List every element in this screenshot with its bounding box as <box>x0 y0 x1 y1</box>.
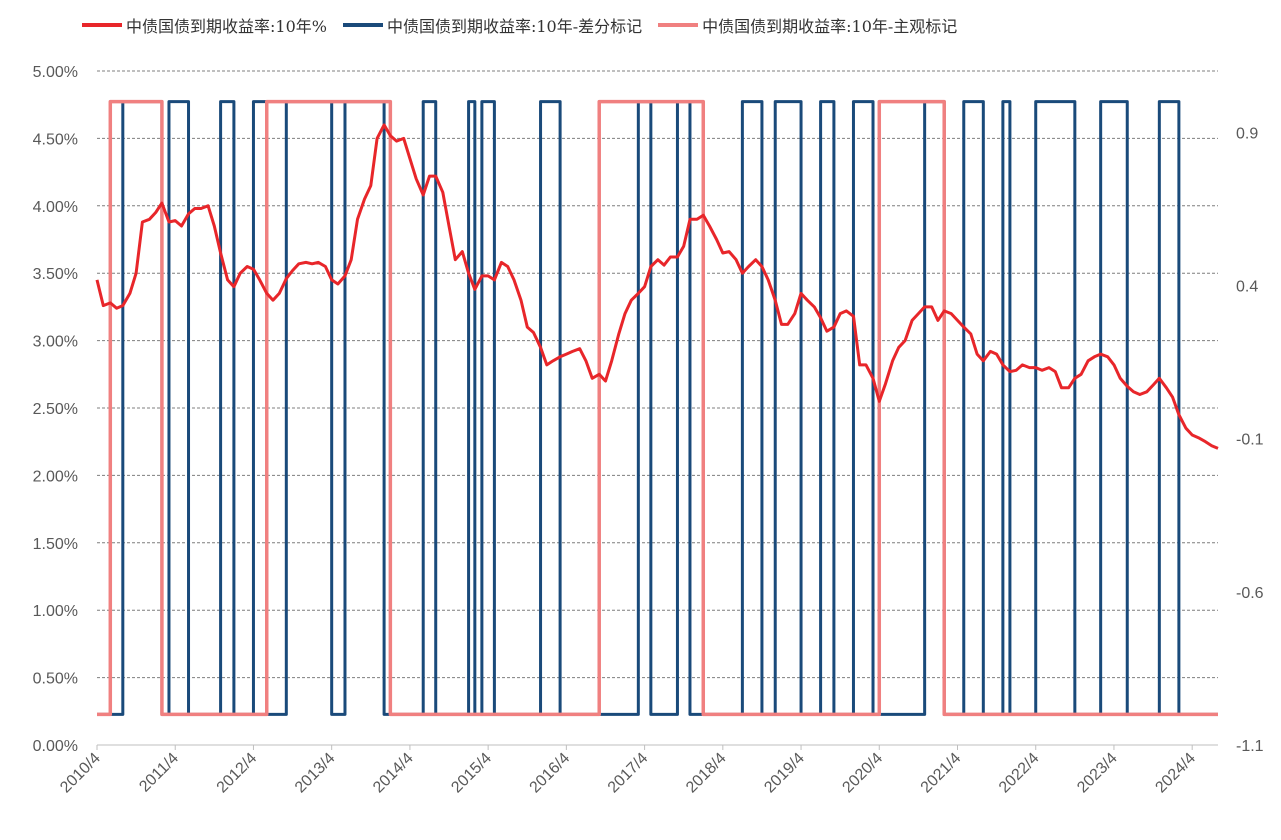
series-diff-mark-line <box>97 100 1218 716</box>
y-right-tick-label: -0.6 <box>1236 585 1264 602</box>
x-tick-label: 2019/4 <box>761 750 808 797</box>
y-left-tick-label: 0.00% <box>33 738 78 755</box>
legend-swatch-diff-mark <box>342 23 383 27</box>
x-tick-label: 2015/4 <box>448 750 495 797</box>
x-tick-label: 2024/4 <box>1152 750 1199 797</box>
y-left-tick-label: 0.50% <box>33 671 78 688</box>
y-left-tick-label: 2.00% <box>33 468 78 485</box>
y-left-tick-label: 4.00% <box>33 199 78 216</box>
y-left-tick-label: 2.50% <box>33 401 78 418</box>
x-tick-label: 2013/4 <box>292 750 339 797</box>
x-tick-label: 2011/4 <box>136 750 182 796</box>
x-tick-label: 2010/4 <box>57 750 104 797</box>
legend-label-yield: 中债国债到期收益率:10年% <box>126 17 327 36</box>
x-tick-label: 2012/4 <box>214 750 261 797</box>
x-tick-label: 2014/4 <box>370 750 417 797</box>
legend-item-diff-mark: 中债国债到期收益率:10年-差分标记 <box>342 13 643 37</box>
x-tick-label: 2020/4 <box>839 750 886 797</box>
legend-label-subjective-mark: 中债国债到期收益率:10年-主观标记 <box>702 17 958 36</box>
legend: 中债国债到期收益率:10年% 中债国债到期收益率:10年-差分标记 中债国债到期… <box>82 10 973 40</box>
series-yield-line <box>95 123 1219 450</box>
y-left-tick-label: 3.50% <box>33 266 78 283</box>
legend-swatch-yield <box>82 23 122 27</box>
y-right-tick-label: 0.4 <box>1236 278 1258 295</box>
y-right-tick-label: 0.9 <box>1236 125 1258 142</box>
legend-label-diff-mark: 中债国债到期收益率:10年-差分标记 <box>386 17 643 36</box>
y-left-tick-label: 5.00% <box>33 64 78 81</box>
x-tick-label: 2018/4 <box>683 750 730 797</box>
x-tick-label: 2023/4 <box>1074 750 1121 797</box>
legend-item-subjective-mark: 中债国债到期收益率:10年-主观标记 <box>658 13 957 37</box>
legend-swatch-subjective-mark <box>658 23 699 27</box>
x-tick-label: 2021/4 <box>918 750 965 797</box>
x-tick-label: 2022/4 <box>996 750 1043 797</box>
y-left-tick-label: 4.50% <box>33 131 78 148</box>
legend-item-yield: 中债国债到期收益率:10年% <box>82 13 327 37</box>
series-subjective-mark-line <box>97 99 1218 717</box>
y-left-tick-label: 3.00% <box>33 334 78 351</box>
y-right-tick-label: -0.1 <box>1236 432 1264 449</box>
x-tick-label: 2017/4 <box>605 750 652 797</box>
y-left-tick-label: 1.50% <box>33 536 78 553</box>
x-tick-label: 2016/4 <box>527 750 574 797</box>
y-left-tick-label: 1.00% <box>33 603 78 620</box>
y-right-tick-label: -1.1 <box>1236 738 1264 755</box>
